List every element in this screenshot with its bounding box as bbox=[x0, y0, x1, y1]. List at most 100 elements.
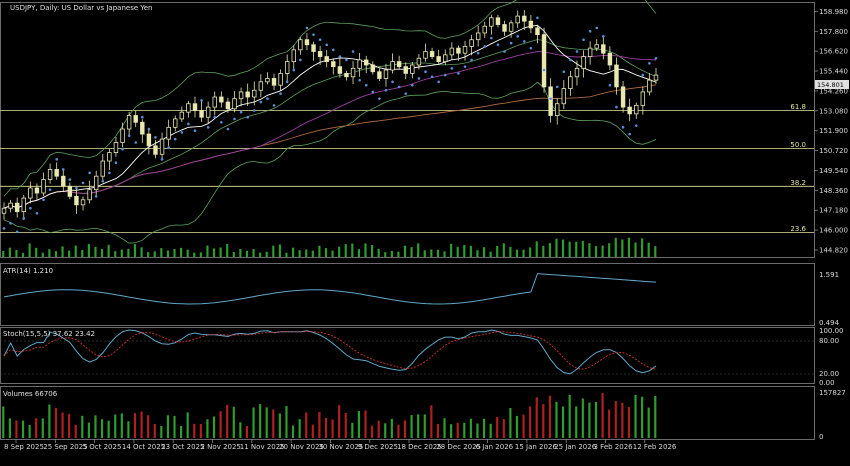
candle-body bbox=[54, 169, 59, 177]
sar-dot bbox=[476, 51, 480, 55]
time-axis-tick-label: 25 Sep 2025 bbox=[43, 443, 87, 451]
tick-volume-bar bbox=[496, 245, 499, 257]
tick-volume-bar bbox=[61, 246, 64, 257]
sar-dot bbox=[154, 136, 157, 139]
volume-bar bbox=[575, 406, 578, 438]
candle-body bbox=[245, 91, 250, 98]
sar-dot bbox=[180, 131, 184, 134]
ma-mid-line bbox=[3, 51, 657, 209]
candle-body bbox=[383, 69, 389, 79]
candle-body bbox=[634, 105, 639, 115]
volume-bar bbox=[535, 397, 538, 438]
tick-volume-bar bbox=[298, 250, 301, 257]
fib-level-label: 61.8 bbox=[790, 103, 806, 111]
candle-body bbox=[34, 187, 40, 194]
volume-bar bbox=[357, 411, 360, 438]
tick-volume-bar bbox=[107, 244, 110, 257]
tick-volume-bar bbox=[252, 249, 255, 257]
sar-dot bbox=[312, 33, 315, 36]
candle-body bbox=[311, 44, 316, 52]
candle-body bbox=[212, 96, 217, 108]
tick-volume-bar bbox=[370, 244, 374, 257]
price-axis-tick-label: 147.180 bbox=[819, 207, 848, 215]
volume-bar bbox=[2, 406, 5, 438]
tick-volume-bar bbox=[627, 237, 631, 257]
volume-bar bbox=[291, 425, 295, 438]
volume-bar bbox=[259, 404, 262, 438]
tick-volume-bar bbox=[81, 249, 84, 257]
sar-dot bbox=[470, 58, 473, 62]
volume-bar bbox=[28, 424, 31, 438]
volume-bar bbox=[239, 422, 242, 438]
volume-bar bbox=[390, 418, 393, 438]
volume-bar bbox=[443, 418, 446, 438]
candle-body bbox=[140, 121, 145, 135]
tick-volume-bar bbox=[436, 249, 440, 257]
tick-volume-bar bbox=[324, 248, 328, 257]
candle-body bbox=[100, 160, 105, 177]
tick-volume-bar bbox=[614, 237, 617, 257]
candle-body bbox=[159, 138, 165, 155]
ma-fast-line bbox=[3, 25, 657, 209]
sar-dot bbox=[450, 67, 454, 70]
candle-body bbox=[541, 34, 547, 88]
sar-dot bbox=[404, 92, 408, 95]
candle-body bbox=[284, 61, 290, 74]
volume-bar bbox=[8, 418, 11, 438]
sar-dot bbox=[378, 97, 381, 100]
tick-volume-bar bbox=[199, 252, 202, 257]
price-axis-tick-label: 150.720 bbox=[819, 147, 848, 155]
candle-body bbox=[278, 73, 283, 86]
candle-body bbox=[601, 44, 606, 54]
sar-dot bbox=[246, 115, 249, 119]
sar-dot bbox=[22, 217, 26, 220]
volume-bar bbox=[278, 413, 281, 438]
time-axis-tick-label: 6 Jan 2026 bbox=[476, 443, 514, 451]
candle-body bbox=[344, 73, 349, 78]
tick-volume-bar bbox=[272, 245, 275, 257]
candle-body bbox=[113, 142, 119, 154]
sar-dot bbox=[338, 55, 342, 58]
sar-dot bbox=[384, 88, 388, 92]
candle-body bbox=[80, 199, 86, 206]
sar-dot bbox=[61, 168, 65, 171]
tick-volume-bar bbox=[35, 247, 38, 257]
volume-bar bbox=[482, 418, 486, 438]
candle-body bbox=[535, 27, 540, 36]
volume-bar bbox=[54, 408, 58, 438]
volume-axis-tick-min: 0 bbox=[819, 433, 823, 441]
candle-body bbox=[232, 98, 237, 110]
tick-volume-bar bbox=[641, 238, 644, 257]
volume-bar bbox=[186, 412, 189, 438]
stoch-label: Stoch(15,5,5) 37.62 23.42 bbox=[3, 330, 95, 338]
candle-body bbox=[265, 78, 270, 83]
candle-body bbox=[508, 22, 514, 32]
candle-body bbox=[522, 15, 527, 22]
tick-volume-bar bbox=[166, 250, 170, 257]
time-axis-tick-label: 25 Jan 2026 bbox=[554, 443, 597, 451]
sar-dot bbox=[641, 73, 645, 77]
tick-volume-bar bbox=[417, 243, 420, 257]
volume-bar bbox=[15, 420, 18, 438]
price-axis-tick-label: 158.980 bbox=[819, 8, 848, 16]
tick-volume-bar bbox=[423, 250, 426, 257]
sar-dot bbox=[411, 83, 414, 87]
sar-dot bbox=[187, 122, 190, 126]
sar-dot bbox=[252, 109, 256, 112]
sar-dot bbox=[173, 137, 177, 141]
volume-bar bbox=[410, 415, 413, 438]
sar-dot bbox=[226, 127, 230, 131]
current-price-box bbox=[815, 80, 849, 89]
tick-volume-bar bbox=[318, 245, 321, 257]
tick-volume-bar bbox=[285, 252, 288, 257]
sar-dot bbox=[233, 117, 236, 121]
tick-volume-bar bbox=[48, 249, 51, 257]
candle-body bbox=[8, 202, 13, 209]
price-axis-tick-label: 154.260 bbox=[819, 87, 848, 95]
volume-bar bbox=[627, 407, 631, 438]
tick-volume-bar bbox=[588, 243, 591, 257]
atr-line bbox=[3, 273, 657, 305]
volume-bar bbox=[555, 401, 558, 438]
candle-body bbox=[620, 86, 626, 108]
